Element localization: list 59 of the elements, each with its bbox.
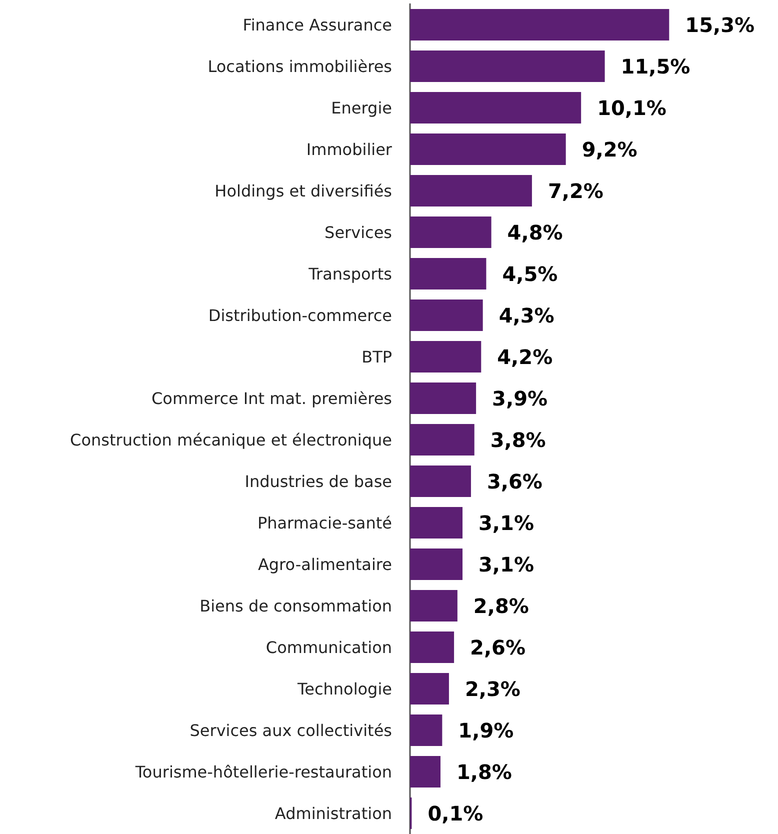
data-label: 2,6%	[470, 635, 526, 660]
bar	[410, 133, 566, 166]
data-label: 4,8%	[507, 220, 563, 244]
data-label: 15,3%	[685, 12, 755, 37]
data-label: 11,5%	[620, 54, 690, 78]
bar	[410, 50, 605, 82]
y-tick-label: Technologie	[296, 679, 392, 698]
bar	[410, 548, 463, 580]
data-label: 0,1%	[428, 801, 484, 826]
data-label: 2,3%	[464, 676, 520, 701]
bar	[410, 672, 449, 705]
bar	[410, 756, 440, 788]
y-tick-label: Biens de consommation	[200, 596, 392, 616]
bar	[410, 216, 492, 248]
data-label: 1,8%	[456, 760, 512, 784]
y-tick-label: Distribution-commerce	[208, 306, 392, 325]
data-label: 9,2%	[582, 137, 638, 162]
bar	[410, 92, 582, 124]
data-label: 4,3%	[498, 303, 554, 328]
y-tick-label: Immobilier	[306, 140, 392, 159]
y-tick-label: Services	[324, 222, 392, 242]
y-tick-label: Finance Assurance	[242, 15, 392, 34]
bar	[410, 174, 532, 207]
bar	[410, 8, 670, 41]
data-label: 1,9%	[458, 718, 514, 742]
data-label: 7,2%	[548, 178, 604, 203]
y-tick-label: Agro-alimentaire	[258, 554, 392, 574]
bar	[410, 506, 463, 539]
bar	[410, 299, 483, 332]
bar	[410, 340, 482, 373]
y-tick-label: Energie	[331, 98, 392, 118]
data-label: 4,2%	[497, 344, 553, 369]
bar	[410, 465, 471, 498]
y-tick-label: Pharmacie-santé	[257, 513, 392, 532]
data-label: 4,5%	[502, 262, 558, 286]
bar	[410, 590, 458, 622]
bar	[410, 714, 442, 746]
bar	[410, 258, 486, 290]
y-tick-label: Services aux collectivités	[190, 720, 392, 740]
data-label: 3,6%	[486, 469, 542, 494]
y-tick-label: Industries de base	[244, 472, 392, 491]
bar	[410, 382, 476, 414]
y-tick-label: Communication	[266, 638, 392, 657]
data-label: 10,1%	[597, 96, 666, 120]
data-label: 3,8%	[490, 428, 546, 452]
bar	[410, 424, 474, 456]
data-label: 3,1%	[478, 552, 534, 576]
data-label: 2,8%	[473, 594, 529, 618]
data-label: 3,1%	[478, 510, 534, 535]
y-tick-label: Commerce Int mat. premières	[152, 388, 392, 408]
y-tick-label: Construction mécanique et électronique	[70, 430, 392, 450]
y-tick-label: Locations immobilières	[208, 56, 392, 76]
data-label: 3,9%	[492, 386, 548, 410]
y-tick-label: Transports	[308, 264, 392, 284]
y-tick-label: Administration	[274, 804, 392, 823]
y-tick-label: Tourisme-hôtellerie-restauration	[134, 762, 392, 782]
y-tick-label: BTP	[362, 347, 392, 366]
y-tick-label: Holdings et diversifiés	[214, 181, 392, 200]
bar	[410, 631, 454, 664]
